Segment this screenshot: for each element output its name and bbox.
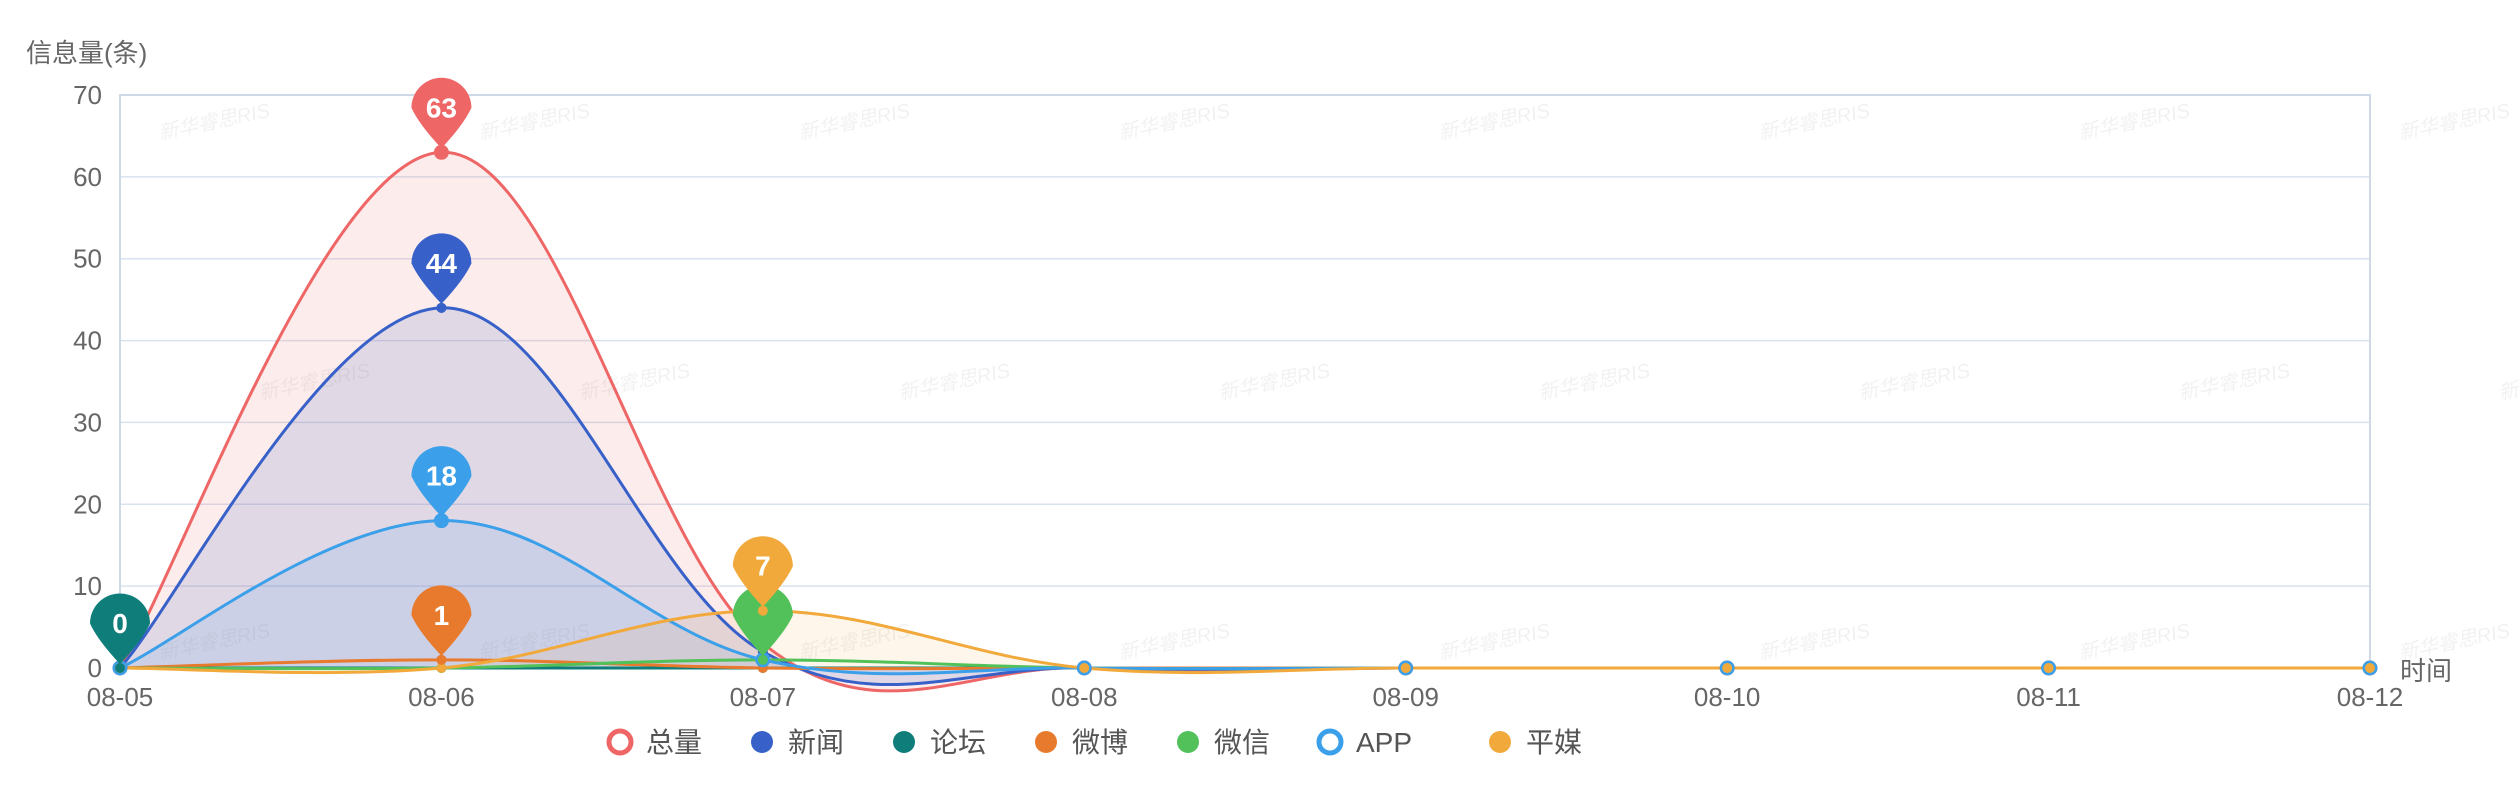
svg-text:新华睿思RIS: 新华睿思RIS [1756, 620, 1872, 665]
svg-text:新华睿思RIS: 新华睿思RIS [2076, 100, 2192, 145]
svg-text:新华睿思RIS: 新华睿思RIS [796, 100, 912, 145]
legend-label: 微信 [1214, 727, 1270, 758]
svg-text:新华睿思RIS: 新华睿思RIS [1436, 620, 1552, 665]
svg-text:0: 0 [88, 653, 102, 683]
legend-label: 平媒 [1526, 727, 1582, 758]
legend-item-平媒[interactable]: 平媒 [1489, 727, 1582, 758]
svg-text:新华睿思RIS: 新华睿思RIS [1856, 360, 1972, 405]
svg-text:新华睿思RIS: 新华睿思RIS [896, 360, 1012, 405]
pin-anchor [436, 655, 446, 665]
svg-text:08-06: 08-06 [408, 682, 475, 712]
svg-text:30: 30 [73, 407, 102, 437]
pin-label: 44 [426, 248, 458, 279]
svg-text:新华睿思RIS: 新华睿思RIS [1116, 620, 1232, 665]
svg-text:新华睿思RIS: 新华睿思RIS [2076, 620, 2192, 665]
pin-label: 0 [112, 608, 128, 639]
legend: 总量 新闻 论坛 微博 微信 APP 平媒 [609, 727, 1582, 758]
svg-text:60: 60 [73, 162, 102, 192]
svg-text:新华睿思RIS: 新华睿思RIS [1436, 100, 1552, 145]
pin-anchor [436, 516, 446, 526]
legend-label: 新闻 [788, 727, 844, 758]
pin-anchor [115, 663, 125, 673]
legend-label: 微博 [1072, 727, 1128, 758]
legend-item-新闻[interactable]: 新闻 [751, 727, 844, 758]
legend-item-论坛[interactable]: 论坛 [893, 727, 986, 758]
legend-label: 论坛 [930, 727, 986, 758]
legend-label: 总量 [646, 727, 702, 758]
svg-text:新华睿思RIS: 新华睿思RIS [1116, 100, 1232, 145]
legend-item-微信[interactable]: 微信 [1177, 727, 1270, 758]
legend-item-APP[interactable]: APP [1319, 727, 1412, 758]
y-axis: 0 10 20 30 40 50 60 70 [73, 80, 102, 683]
svg-text:08-08: 08-08 [1051, 682, 1118, 712]
marker [2044, 663, 2054, 673]
legend-label: APP [1356, 727, 1412, 758]
svg-text:50: 50 [73, 244, 102, 274]
pin-anchor [436, 147, 446, 157]
legend-item-微博[interactable]: 微博 [1035, 727, 1128, 758]
y-axis-title: 信息量(条) [26, 38, 147, 68]
svg-text:新华睿思RIS: 新华睿思RIS [476, 100, 592, 145]
pin-anchor [436, 303, 446, 313]
marker [2365, 663, 2375, 673]
svg-text:08-10: 08-10 [1694, 682, 1761, 712]
pin-label: 18 [426, 461, 457, 492]
svg-text:新华睿思RIS: 新华睿思RIS [2396, 100, 2512, 145]
svg-text:新华睿思RIS: 新华睿思RIS [1756, 100, 1872, 145]
pin-anchor [758, 655, 768, 665]
svg-text:70: 70 [73, 80, 102, 110]
svg-text:新华睿思RIS: 新华睿思RIS [1536, 360, 1652, 405]
marker [1079, 663, 1089, 673]
svg-text:08-09: 08-09 [1372, 682, 1439, 712]
pin-anchor [758, 606, 768, 616]
marker [1722, 663, 1732, 673]
x-axis: 08-05 08-06 08-07 08-08 08-09 08-10 08-11 08-12 [87, 682, 2404, 712]
pin-label: 1 [434, 600, 450, 631]
svg-text:新华睿思RIS: 新华睿思RIS [156, 100, 272, 145]
pin-label: 63 [426, 92, 457, 123]
legend-item-总量[interactable]: 总量 [609, 727, 702, 758]
marker [1401, 663, 1411, 673]
svg-text:40: 40 [73, 326, 102, 356]
x-axis-title: 时间 [2400, 656, 2452, 686]
chart-container: 新华睿思RIS 新华睿思RIS 新华睿思RIS 新华睿思RIS 新华睿思RIS 新华睿思R… [0, 0, 2520, 800]
svg-text:新华睿思RIS: 新华睿思RIS [2496, 360, 2520, 405]
svg-text:20: 20 [73, 489, 102, 519]
svg-text:新华睿思RIS: 新华睿思RIS [1216, 360, 1332, 405]
svg-text:08-11: 08-11 [2016, 682, 2081, 712]
svg-text:10: 10 [73, 571, 102, 601]
svg-text:新华睿思RIS: 新华睿思RIS [2176, 360, 2292, 405]
svg-text:08-07: 08-07 [730, 682, 797, 712]
svg-text:08-12: 08-12 [2337, 682, 2404, 712]
svg-text:08-05: 08-05 [87, 682, 154, 712]
pin-label: 7 [755, 551, 771, 582]
